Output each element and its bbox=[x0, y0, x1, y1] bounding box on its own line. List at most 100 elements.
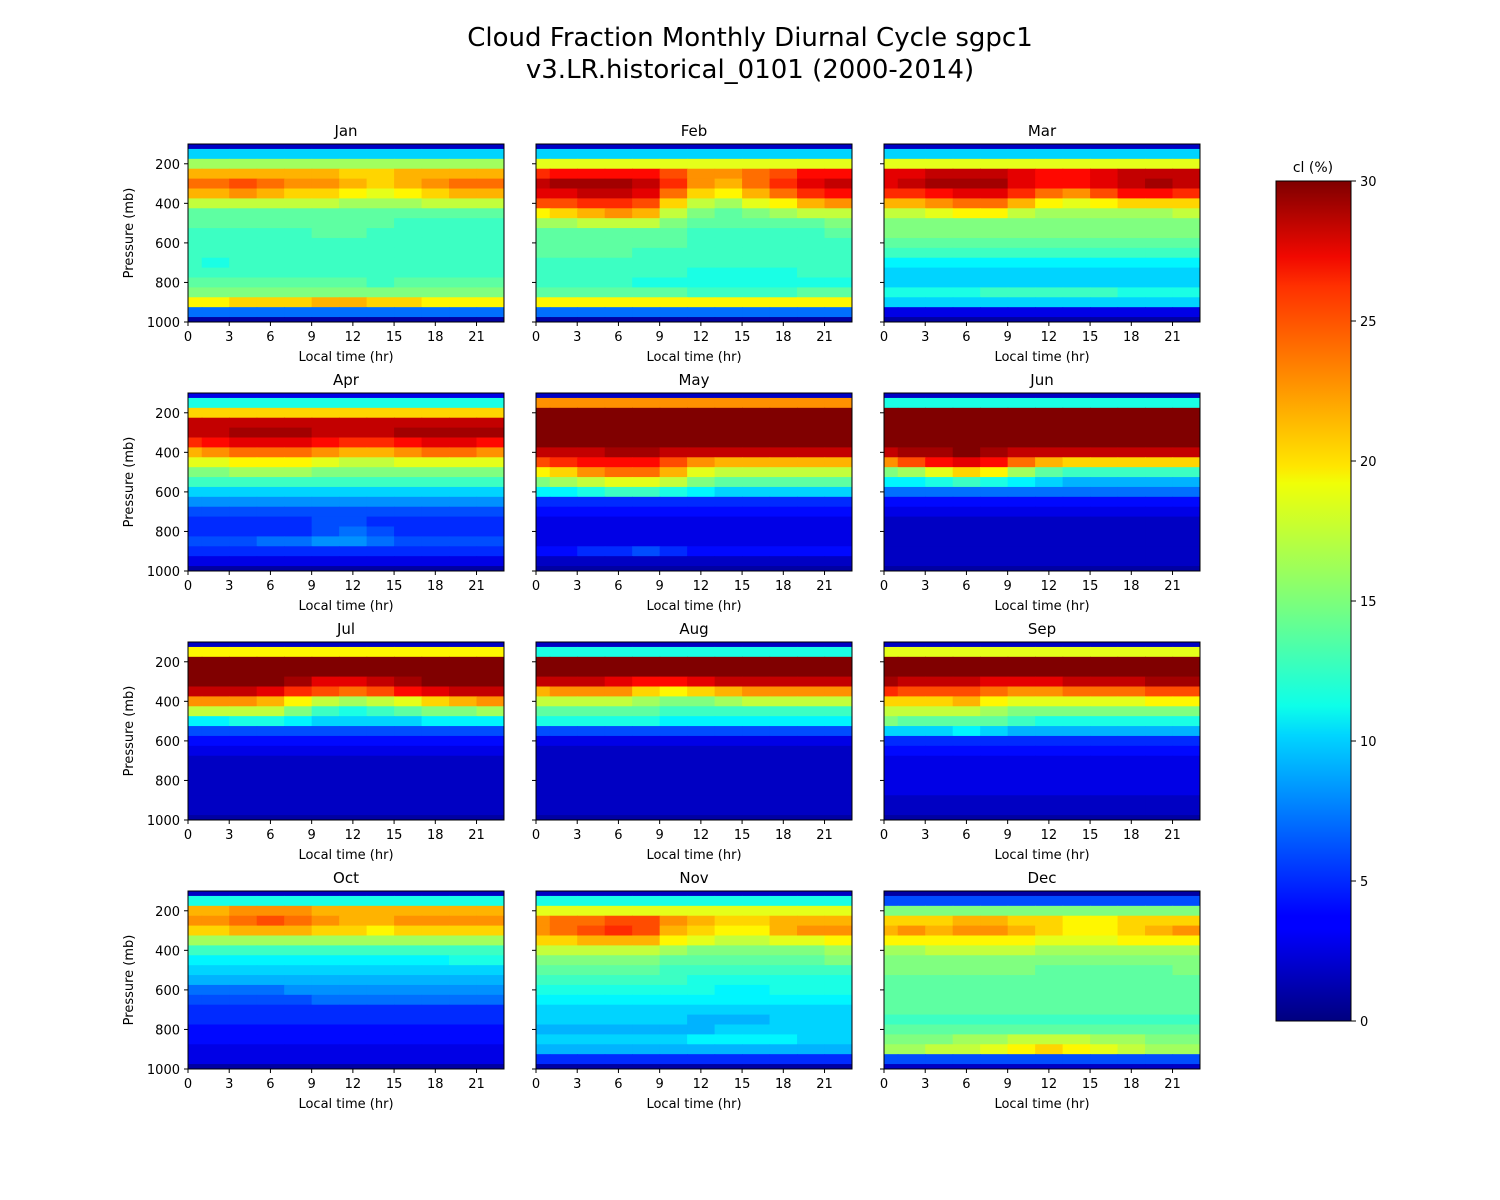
heatmap-cell bbox=[1172, 496, 1200, 508]
heatmap-cell bbox=[476, 427, 504, 439]
heatmap-cell bbox=[1035, 1004, 1064, 1016]
heatmap-cell bbox=[687, 397, 716, 409]
heatmap-cell bbox=[394, 417, 423, 429]
heatmap-cell bbox=[1145, 795, 1174, 806]
heatmap-cell bbox=[256, 1064, 285, 1069]
heatmap-cell bbox=[394, 486, 423, 498]
heatmap-cell bbox=[980, 536, 1009, 547]
panel-title: Jun bbox=[1029, 371, 1053, 389]
heatmap-cell bbox=[188, 805, 203, 816]
heatmap-cell bbox=[884, 755, 899, 767]
heatmap-cell bbox=[549, 317, 578, 322]
heatmap-cell bbox=[687, 237, 716, 249]
heatmap-cell bbox=[925, 994, 954, 1006]
heatmap-cell bbox=[188, 297, 203, 308]
heatmap-cell bbox=[1007, 467, 1036, 478]
heatmap-cell bbox=[229, 168, 258, 180]
heatmap-cell bbox=[394, 297, 423, 308]
colorbar-gradient bbox=[1275, 180, 1352, 1022]
y-tick-label: 1000 bbox=[147, 316, 180, 331]
heatmap-cell bbox=[824, 1044, 852, 1055]
heatmap-cell bbox=[549, 765, 578, 777]
heatmap-cell bbox=[714, 895, 743, 907]
y-tick-label: 200 bbox=[155, 656, 180, 671]
heatmap-cell bbox=[201, 516, 230, 528]
heatmap-cell bbox=[256, 1024, 285, 1035]
heatmap-cell bbox=[339, 915, 368, 927]
heatmap-cell bbox=[311, 188, 340, 199]
heatmap-cell bbox=[659, 735, 688, 747]
heatmap-cell bbox=[1062, 656, 1091, 668]
heatmap-cell bbox=[188, 1054, 203, 1065]
heatmap-cell bbox=[925, 158, 954, 170]
heatmap-cell bbox=[659, 208, 688, 219]
heatmap-cell bbox=[632, 905, 661, 917]
heatmap-cell bbox=[742, 168, 771, 180]
heatmap-cell bbox=[549, 1004, 578, 1016]
heatmap-cell bbox=[549, 1064, 578, 1069]
heatmap-cell bbox=[256, 716, 285, 727]
heatmap-cell bbox=[421, 496, 450, 508]
heatmap-cell bbox=[797, 666, 826, 678]
heatmap-cell bbox=[256, 297, 285, 308]
heatmap-cell bbox=[714, 716, 743, 727]
x-tick-label: 18 bbox=[775, 579, 792, 594]
heatmap-cell bbox=[188, 506, 203, 518]
heatmap-cell bbox=[1062, 257, 1091, 269]
heatmap-cell bbox=[1090, 984, 1119, 996]
heatmap-cell bbox=[824, 566, 852, 571]
heatmap-cell bbox=[1172, 218, 1200, 229]
heatmap-cell bbox=[366, 945, 395, 956]
heatmap-cell bbox=[577, 935, 606, 946]
heatmap-cell bbox=[659, 676, 688, 688]
heatmap-cell bbox=[339, 716, 368, 727]
heatmap-cell bbox=[797, 755, 826, 767]
heatmap-cell bbox=[884, 407, 899, 419]
heatmap-cell bbox=[394, 666, 423, 678]
heatmap-cell bbox=[714, 198, 743, 209]
heatmap-cell bbox=[339, 775, 368, 786]
heatmap-cell bbox=[980, 656, 1009, 668]
heatmap-cell bbox=[632, 785, 661, 796]
heatmap-cell bbox=[311, 1014, 340, 1026]
heatmap-cell bbox=[1172, 546, 1200, 557]
heatmap-cell bbox=[229, 267, 258, 279]
heatmap-cell bbox=[952, 955, 981, 966]
heatmap-cell bbox=[1172, 735, 1200, 747]
heatmap-cell bbox=[366, 656, 395, 668]
heatmap-cell bbox=[687, 546, 716, 557]
heatmap-cell bbox=[188, 397, 203, 409]
colorbar-tick-label: 30 bbox=[1360, 175, 1377, 190]
heatmap-cell bbox=[311, 726, 340, 737]
heatmap-cell bbox=[188, 815, 203, 820]
heatmap-cell bbox=[1062, 393, 1091, 399]
heatmap-cell bbox=[897, 208, 926, 219]
heatmap-cell bbox=[366, 148, 395, 160]
heatmap-cell bbox=[687, 745, 716, 757]
heatmap-cell bbox=[1062, 765, 1091, 777]
heatmap-cell bbox=[339, 955, 368, 966]
heatmap-cell bbox=[577, 1064, 606, 1069]
heatmap-cell bbox=[769, 686, 798, 697]
heatmap-cell bbox=[1035, 144, 1064, 150]
heatmap-cell bbox=[421, 516, 450, 528]
heatmap-cell bbox=[687, 945, 716, 956]
heatmap-cell bbox=[980, 1064, 1009, 1069]
heatmap-cell bbox=[632, 267, 661, 279]
heatmap-cell bbox=[797, 1064, 826, 1069]
heatmap-cell bbox=[229, 148, 258, 160]
heatmap-cell bbox=[577, 198, 606, 209]
heatmap-cell bbox=[1172, 1054, 1200, 1065]
heatmap-cell bbox=[1007, 148, 1036, 160]
heatmap-cell bbox=[1145, 393, 1174, 399]
heatmap-cell bbox=[980, 1004, 1009, 1016]
heatmap-cell bbox=[476, 1024, 504, 1035]
heatmap-cell bbox=[742, 935, 771, 946]
heatmap-cell bbox=[884, 467, 899, 478]
heatmap-cell bbox=[1145, 447, 1174, 458]
heatmap-cell bbox=[797, 656, 826, 668]
heatmap-cell bbox=[797, 168, 826, 180]
heatmap-cell bbox=[797, 815, 826, 820]
heatmap-cell bbox=[284, 1014, 313, 1026]
y-tick-label: 1000 bbox=[147, 814, 180, 829]
